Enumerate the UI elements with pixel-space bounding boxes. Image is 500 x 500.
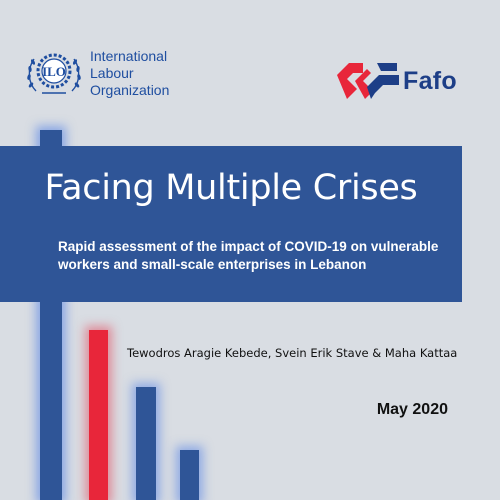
report-title: Facing Multiple Crises xyxy=(44,168,418,208)
authors: Tewodros Aragie Kebede, Svein Erik Stave… xyxy=(127,346,458,360)
ilo-name-line-2: Labour xyxy=(90,65,134,81)
subtitle-line-1: Rapid assessment of the impact of COVID-… xyxy=(58,239,439,254)
ilo-emblem-icon: ILO xyxy=(27,53,81,94)
ilo-name: International Labour Organization xyxy=(90,48,169,99)
decorative-bar-blue-medium xyxy=(136,387,156,500)
fafo-mark-icon xyxy=(337,63,399,99)
decorative-bar-blue-short xyxy=(180,450,199,500)
publication-date: May 2020 xyxy=(376,401,448,418)
ilo-name-line-1: International xyxy=(90,48,168,64)
title-panel: Facing Multiple Crises Rapid assessment … xyxy=(0,146,462,302)
fafo-logo: Fafo xyxy=(337,61,457,101)
report-subtitle: Rapid assessment of the impact of COVID-… xyxy=(58,238,458,274)
ilo-logo: ILO International Labour Organization xyxy=(24,48,169,99)
fafo-wordmark: Fafo xyxy=(403,66,457,95)
subtitle-line-2: workers and small-scale enterprises in L… xyxy=(58,257,367,272)
ilo-name-line-3: Organization xyxy=(90,82,170,98)
ilo-emblem-text: ILO xyxy=(42,64,66,79)
decorative-bar-red xyxy=(89,330,108,500)
